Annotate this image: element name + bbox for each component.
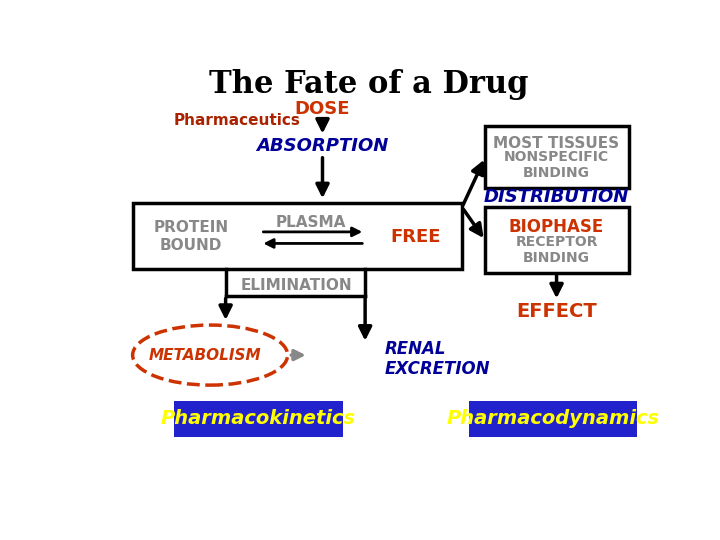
Text: PLASMA: PLASMA bbox=[276, 215, 346, 230]
Text: METABOLISM: METABOLISM bbox=[148, 348, 261, 362]
Ellipse shape bbox=[132, 325, 287, 385]
Text: MOST TISSUES: MOST TISSUES bbox=[493, 136, 620, 151]
Text: EFFECT: EFFECT bbox=[516, 302, 597, 321]
Bar bbox=[485, 207, 629, 273]
Text: RECEPTOR
BINDING: RECEPTOR BINDING bbox=[516, 234, 598, 265]
Text: ELIMINATION: ELIMINATION bbox=[241, 278, 353, 293]
Bar bbox=[485, 126, 629, 188]
Text: ABSORPTION: ABSORPTION bbox=[256, 137, 389, 154]
Text: FREE: FREE bbox=[390, 227, 441, 246]
Text: RENAL
EXCRETION: RENAL EXCRETION bbox=[384, 340, 490, 379]
FancyBboxPatch shape bbox=[174, 401, 343, 437]
Text: DOSE: DOSE bbox=[294, 100, 350, 118]
FancyBboxPatch shape bbox=[469, 401, 637, 437]
Text: PROTEIN
BOUND: PROTEIN BOUND bbox=[153, 220, 228, 253]
Text: DISTRIBUTION: DISTRIBUTION bbox=[484, 188, 629, 206]
Text: NONSPECIFIC
BINDING: NONSPECIFIC BINDING bbox=[504, 150, 609, 180]
Text: The Fate of a Drug: The Fate of a Drug bbox=[210, 69, 528, 99]
Text: Pharmaceutics: Pharmaceutics bbox=[174, 113, 301, 128]
Text: Pharmacokinetics: Pharmacokinetics bbox=[161, 409, 356, 429]
Text: Pharmacodynamics: Pharmacodynamics bbox=[446, 409, 660, 429]
Text: BIOPHASE: BIOPHASE bbox=[509, 218, 604, 235]
Bar bbox=[132, 204, 462, 269]
